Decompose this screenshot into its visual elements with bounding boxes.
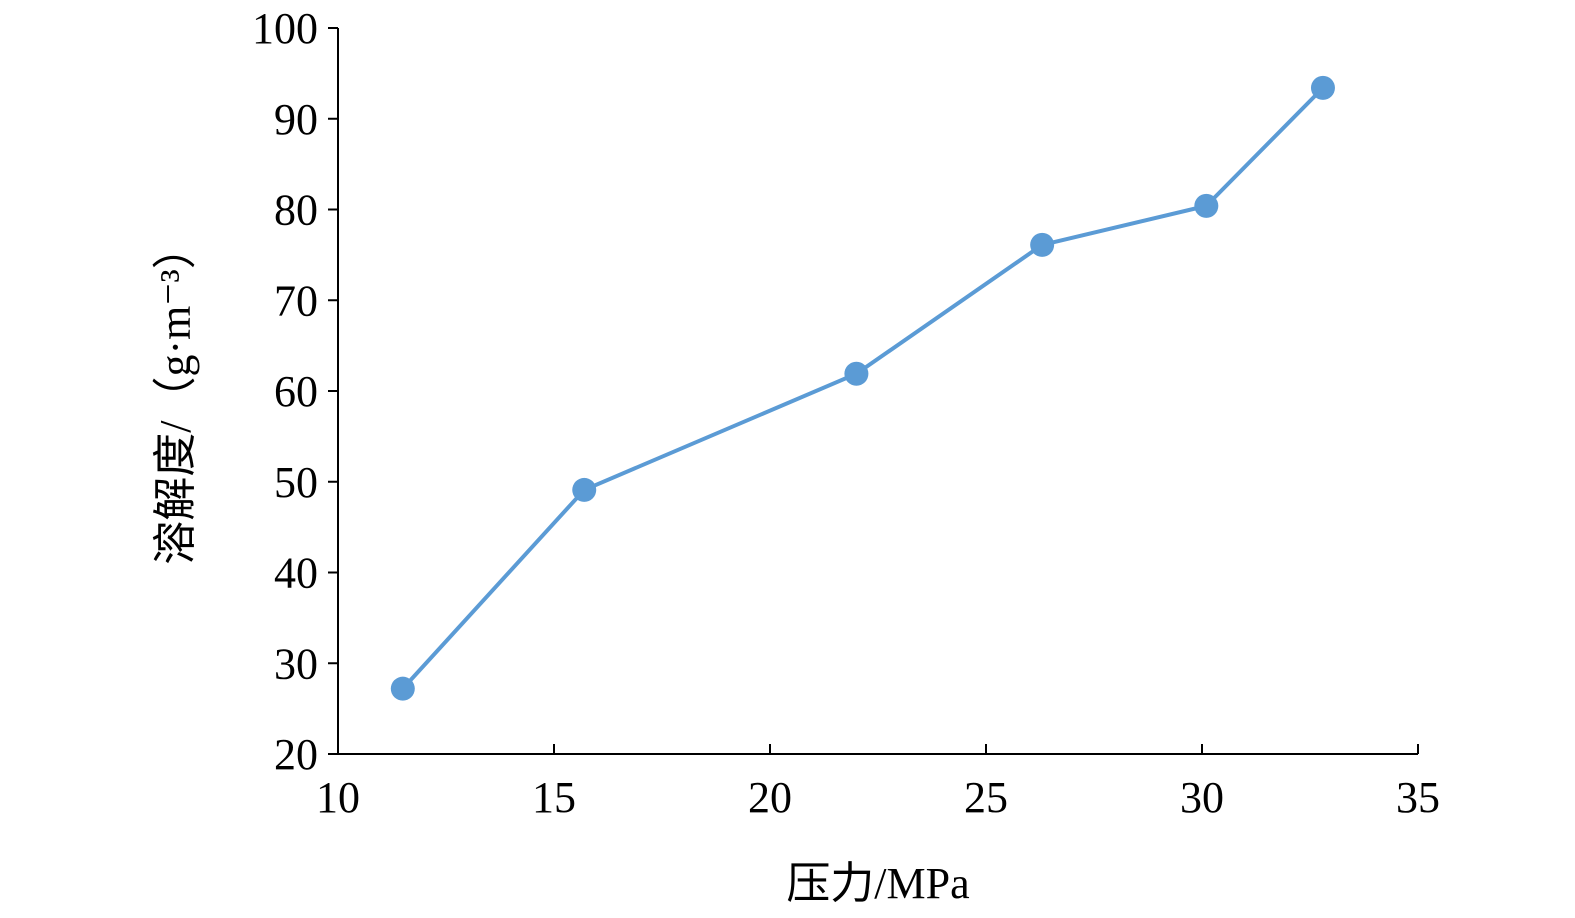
y-tick-label: 70: [274, 276, 318, 325]
data-point: [572, 477, 597, 502]
data-point: [844, 361, 869, 386]
x-tick-label: 10: [316, 773, 360, 822]
x-tick-label: 30: [1180, 773, 1224, 822]
data-point: [1194, 193, 1219, 218]
y-tick-label: 30: [274, 639, 318, 688]
y-axis-title: 溶解度/（g·m⁻³）: [151, 225, 200, 565]
axes: [337, 28, 1418, 755]
data-point: [1310, 75, 1335, 100]
data-point: [390, 676, 415, 701]
x-tick-label: 25: [964, 773, 1008, 822]
x-tick-label: 15: [532, 773, 576, 822]
x-axis-title: 压力/MPa: [786, 859, 969, 908]
x-ticks: 10 15 20 25 30 35: [316, 744, 1440, 822]
x-tick-label: 20: [748, 773, 792, 822]
y-tick-label: 60: [274, 367, 318, 416]
data-point: [1030, 232, 1055, 257]
y-tick-label: 100: [252, 4, 318, 53]
y-ticks: 20 30 40 50 60 70 80 90 100: [252, 4, 338, 779]
y-tick-label: 90: [274, 95, 318, 144]
y-tick-label: 40: [274, 549, 318, 598]
series-layer: [390, 75, 1335, 701]
y-tick-label: 50: [274, 458, 318, 507]
y-tick-label: 20: [274, 730, 318, 779]
y-tick-label: 80: [274, 186, 318, 235]
x-tick-label: 35: [1396, 773, 1440, 822]
series-line: [401, 86, 1325, 691]
